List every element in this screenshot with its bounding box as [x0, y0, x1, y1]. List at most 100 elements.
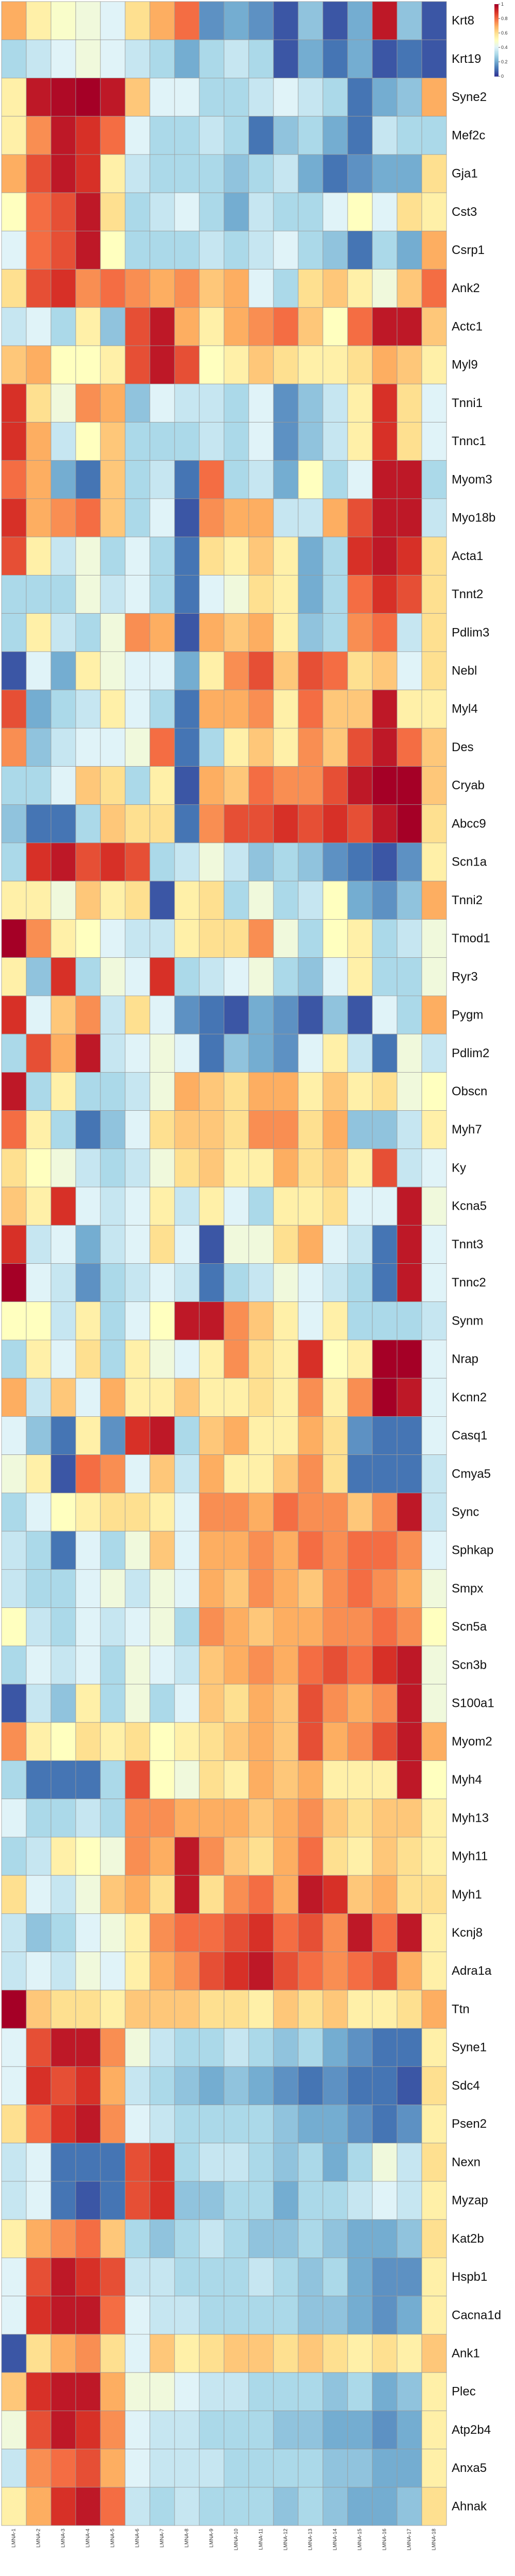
heatmap-cell [273, 1952, 299, 1991]
heatmap-cell [199, 192, 225, 231]
row-label: Tnni1 [452, 396, 483, 410]
heatmap-cell [50, 1378, 76, 1417]
heatmap-cell [125, 2181, 150, 2220]
heatmap-cell [100, 2181, 126, 2220]
heatmap-cell [397, 460, 422, 499]
heatmap-cell [248, 651, 274, 690]
heatmap-cell [347, 842, 373, 882]
heatmap-cell [199, 1875, 225, 1914]
heatmap-cell [100, 2487, 126, 2526]
heatmap-cell [125, 1263, 150, 1302]
heatmap-cell [1, 1187, 27, 1226]
heatmap-cell [174, 575, 200, 614]
heatmap-cell [75, 1148, 101, 1188]
heatmap-cell [322, 995, 348, 1035]
heatmap-cell [372, 1722, 398, 1761]
heatmap-cell [100, 689, 126, 728]
column-label: LMNA-3 [61, 2529, 66, 2548]
heatmap-cell [248, 1493, 274, 1532]
heatmap-cell [322, 345, 348, 384]
heatmap-cell [273, 2143, 299, 2182]
legend-swatch [494, 9, 499, 11]
heatmap-cell [174, 154, 200, 193]
heatmap-cell [273, 1607, 299, 1647]
heatmap-cell [421, 307, 447, 346]
heatmap-cell [248, 1646, 274, 1685]
heatmap-cell [1, 1110, 27, 1149]
heatmap-cell [322, 1684, 348, 1723]
heatmap-cell [224, 1607, 249, 1647]
heatmap-cell [298, 2410, 323, 2449]
heatmap-cell [421, 1875, 447, 1914]
heatmap-cell [75, 1684, 101, 1723]
heatmap-cell [372, 307, 398, 346]
heatmap-cell [1, 192, 27, 231]
heatmap-cell [421, 804, 447, 843]
row-label: Syne1 [452, 2041, 487, 2055]
heatmap-cell [100, 2449, 126, 2488]
heatmap-cell [248, 727, 274, 767]
heatmap-cell [1, 1378, 27, 1417]
heatmap-cell [75, 2181, 101, 2220]
color-legend: 0 0.2 0.4 0.6 0.8 1 [494, 2, 508, 79]
heatmap-cell [372, 1416, 398, 1455]
heatmap-cell [100, 1301, 126, 1341]
legend-swatch [494, 65, 499, 67]
heatmap-cell [174, 957, 200, 996]
heatmap-cell [273, 651, 299, 690]
heatmap-cell [125, 1760, 150, 1800]
heatmap-cell [421, 1225, 447, 1264]
heatmap-cell [26, 689, 52, 728]
heatmap-cell [75, 154, 101, 193]
heatmap-cell [26, 1990, 52, 2029]
heatmap-cell [347, 1607, 373, 1647]
heatmap-cell [322, 1033, 348, 1073]
heatmap-cell [50, 307, 76, 346]
heatmap-cell [26, 1340, 52, 1379]
row-label: Hspb1 [452, 2270, 487, 2284]
heatmap-cell [273, 2258, 299, 2297]
heatmap-cell [199, 383, 225, 422]
heatmap-cells [1, 1, 447, 2526]
heatmap-cell [149, 1799, 175, 1838]
legend-swatch [494, 59, 499, 61]
heatmap-cell [298, 1722, 323, 1761]
heatmap-cell [298, 78, 323, 117]
heatmap-cell [75, 192, 101, 231]
heatmap-cell [322, 192, 348, 231]
heatmap-cell [298, 1875, 323, 1914]
heatmap-cell [421, 2105, 447, 2144]
row-label: Psen2 [452, 2117, 487, 2131]
heatmap-cell [347, 460, 373, 499]
heatmap-cell [298, 1990, 323, 2029]
heatmap-cell [397, 1607, 422, 1647]
heatmap-cell [347, 1072, 373, 1111]
heatmap-cell [372, 575, 398, 614]
heatmap-cell [75, 1531, 101, 1570]
heatmap-cell [26, 1072, 52, 1111]
heatmap-cell [26, 269, 52, 308]
heatmap-cell [75, 2143, 101, 2182]
row-label: Synm [452, 1314, 483, 1328]
heatmap-cell [149, 498, 175, 537]
heatmap-cell [372, 2334, 398, 2373]
heatmap-cell [149, 1646, 175, 1685]
heatmap-cell [322, 2334, 348, 2373]
heatmap-cell [224, 1148, 249, 1188]
heatmap-cell [174, 613, 200, 652]
heatmap-cell [125, 39, 150, 78]
heatmap-cell [100, 613, 126, 652]
heatmap-cell [149, 383, 175, 422]
heatmap-cell [125, 192, 150, 231]
heatmap-cell [322, 842, 348, 882]
heatmap-cell [421, 1187, 447, 1226]
heatmap-cell [224, 1493, 249, 1532]
legend-swatch [494, 22, 499, 24]
heatmap-cell [26, 2258, 52, 2297]
heatmap-cell [421, 345, 447, 384]
heatmap-cell [26, 1416, 52, 1455]
heatmap-cell [224, 919, 249, 958]
heatmap-cell [50, 880, 76, 920]
heatmap-cell [224, 2066, 249, 2105]
heatmap-cell [174, 1, 200, 40]
